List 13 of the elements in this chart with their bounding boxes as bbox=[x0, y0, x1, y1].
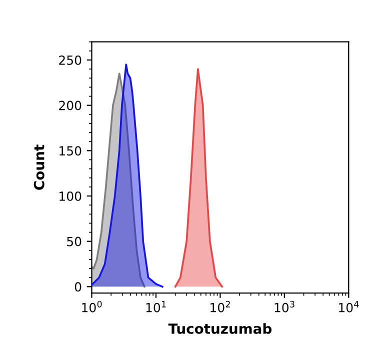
x-tick-label: 10$^{0}$ bbox=[82, 300, 102, 312]
y-tick-label: 50 bbox=[67, 236, 82, 246]
x-tick-label: 10$^{3}$ bbox=[274, 300, 294, 312]
y-tick-label: 200 bbox=[59, 100, 82, 110]
y-tick-label: 0 bbox=[74, 282, 82, 292]
y-tick-label: 250 bbox=[59, 55, 82, 65]
x-tick-label: 10$^{4}$ bbox=[339, 300, 359, 312]
y-tick-label: 100 bbox=[60, 191, 82, 201]
x-tick-label: 10$^{1}$ bbox=[146, 300, 166, 312]
x-tick-label: 10$^{2}$ bbox=[210, 300, 230, 312]
y-tick-label: 150 bbox=[60, 146, 82, 156]
y-axis-title: Count bbox=[34, 144, 44, 190]
x-axis-title: Tucotuzumab bbox=[168, 323, 272, 334]
